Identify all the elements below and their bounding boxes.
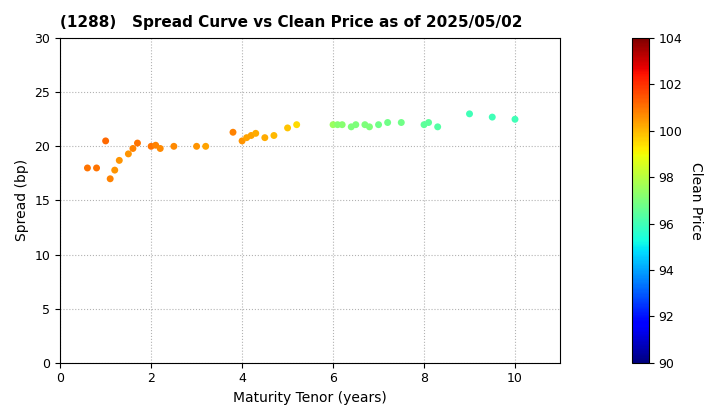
Point	[246, 132, 257, 139]
Y-axis label: Clean Price: Clean Price	[689, 162, 703, 239]
Point	[259, 134, 271, 141]
Point	[132, 140, 143, 147]
Text: (1288)   Spread Curve vs Clean Price as of 2025/05/02: (1288) Spread Curve vs Clean Price as of…	[60, 15, 523, 30]
Point	[291, 121, 302, 128]
Point	[382, 119, 393, 126]
Point	[236, 137, 248, 144]
Point	[191, 143, 202, 150]
Point	[200, 143, 212, 150]
Point	[114, 157, 125, 164]
Point	[109, 167, 120, 173]
Point	[432, 123, 444, 130]
Point	[127, 145, 139, 152]
Point	[241, 134, 253, 141]
Point	[350, 121, 361, 128]
Point	[145, 143, 157, 150]
X-axis label: Maturity Tenor (years): Maturity Tenor (years)	[233, 391, 387, 405]
Point	[336, 121, 348, 128]
Point	[91, 165, 102, 171]
Point	[328, 121, 339, 128]
Y-axis label: Spread (bp): Spread (bp)	[15, 159, 29, 242]
Point	[168, 143, 179, 150]
Point	[228, 129, 239, 136]
Point	[268, 132, 279, 139]
Point	[509, 116, 521, 123]
Point	[104, 176, 116, 182]
Point	[150, 142, 161, 149]
Point	[155, 145, 166, 152]
Point	[395, 119, 407, 126]
Point	[250, 130, 261, 136]
Point	[346, 123, 357, 130]
Point	[332, 121, 343, 128]
Point	[423, 119, 434, 126]
Point	[487, 114, 498, 121]
Point	[81, 165, 93, 171]
Point	[100, 137, 112, 144]
Point	[464, 110, 475, 117]
Point	[418, 121, 430, 128]
Point	[364, 123, 375, 130]
Point	[122, 150, 134, 157]
Point	[282, 125, 293, 131]
Point	[373, 121, 384, 128]
Point	[359, 121, 371, 128]
